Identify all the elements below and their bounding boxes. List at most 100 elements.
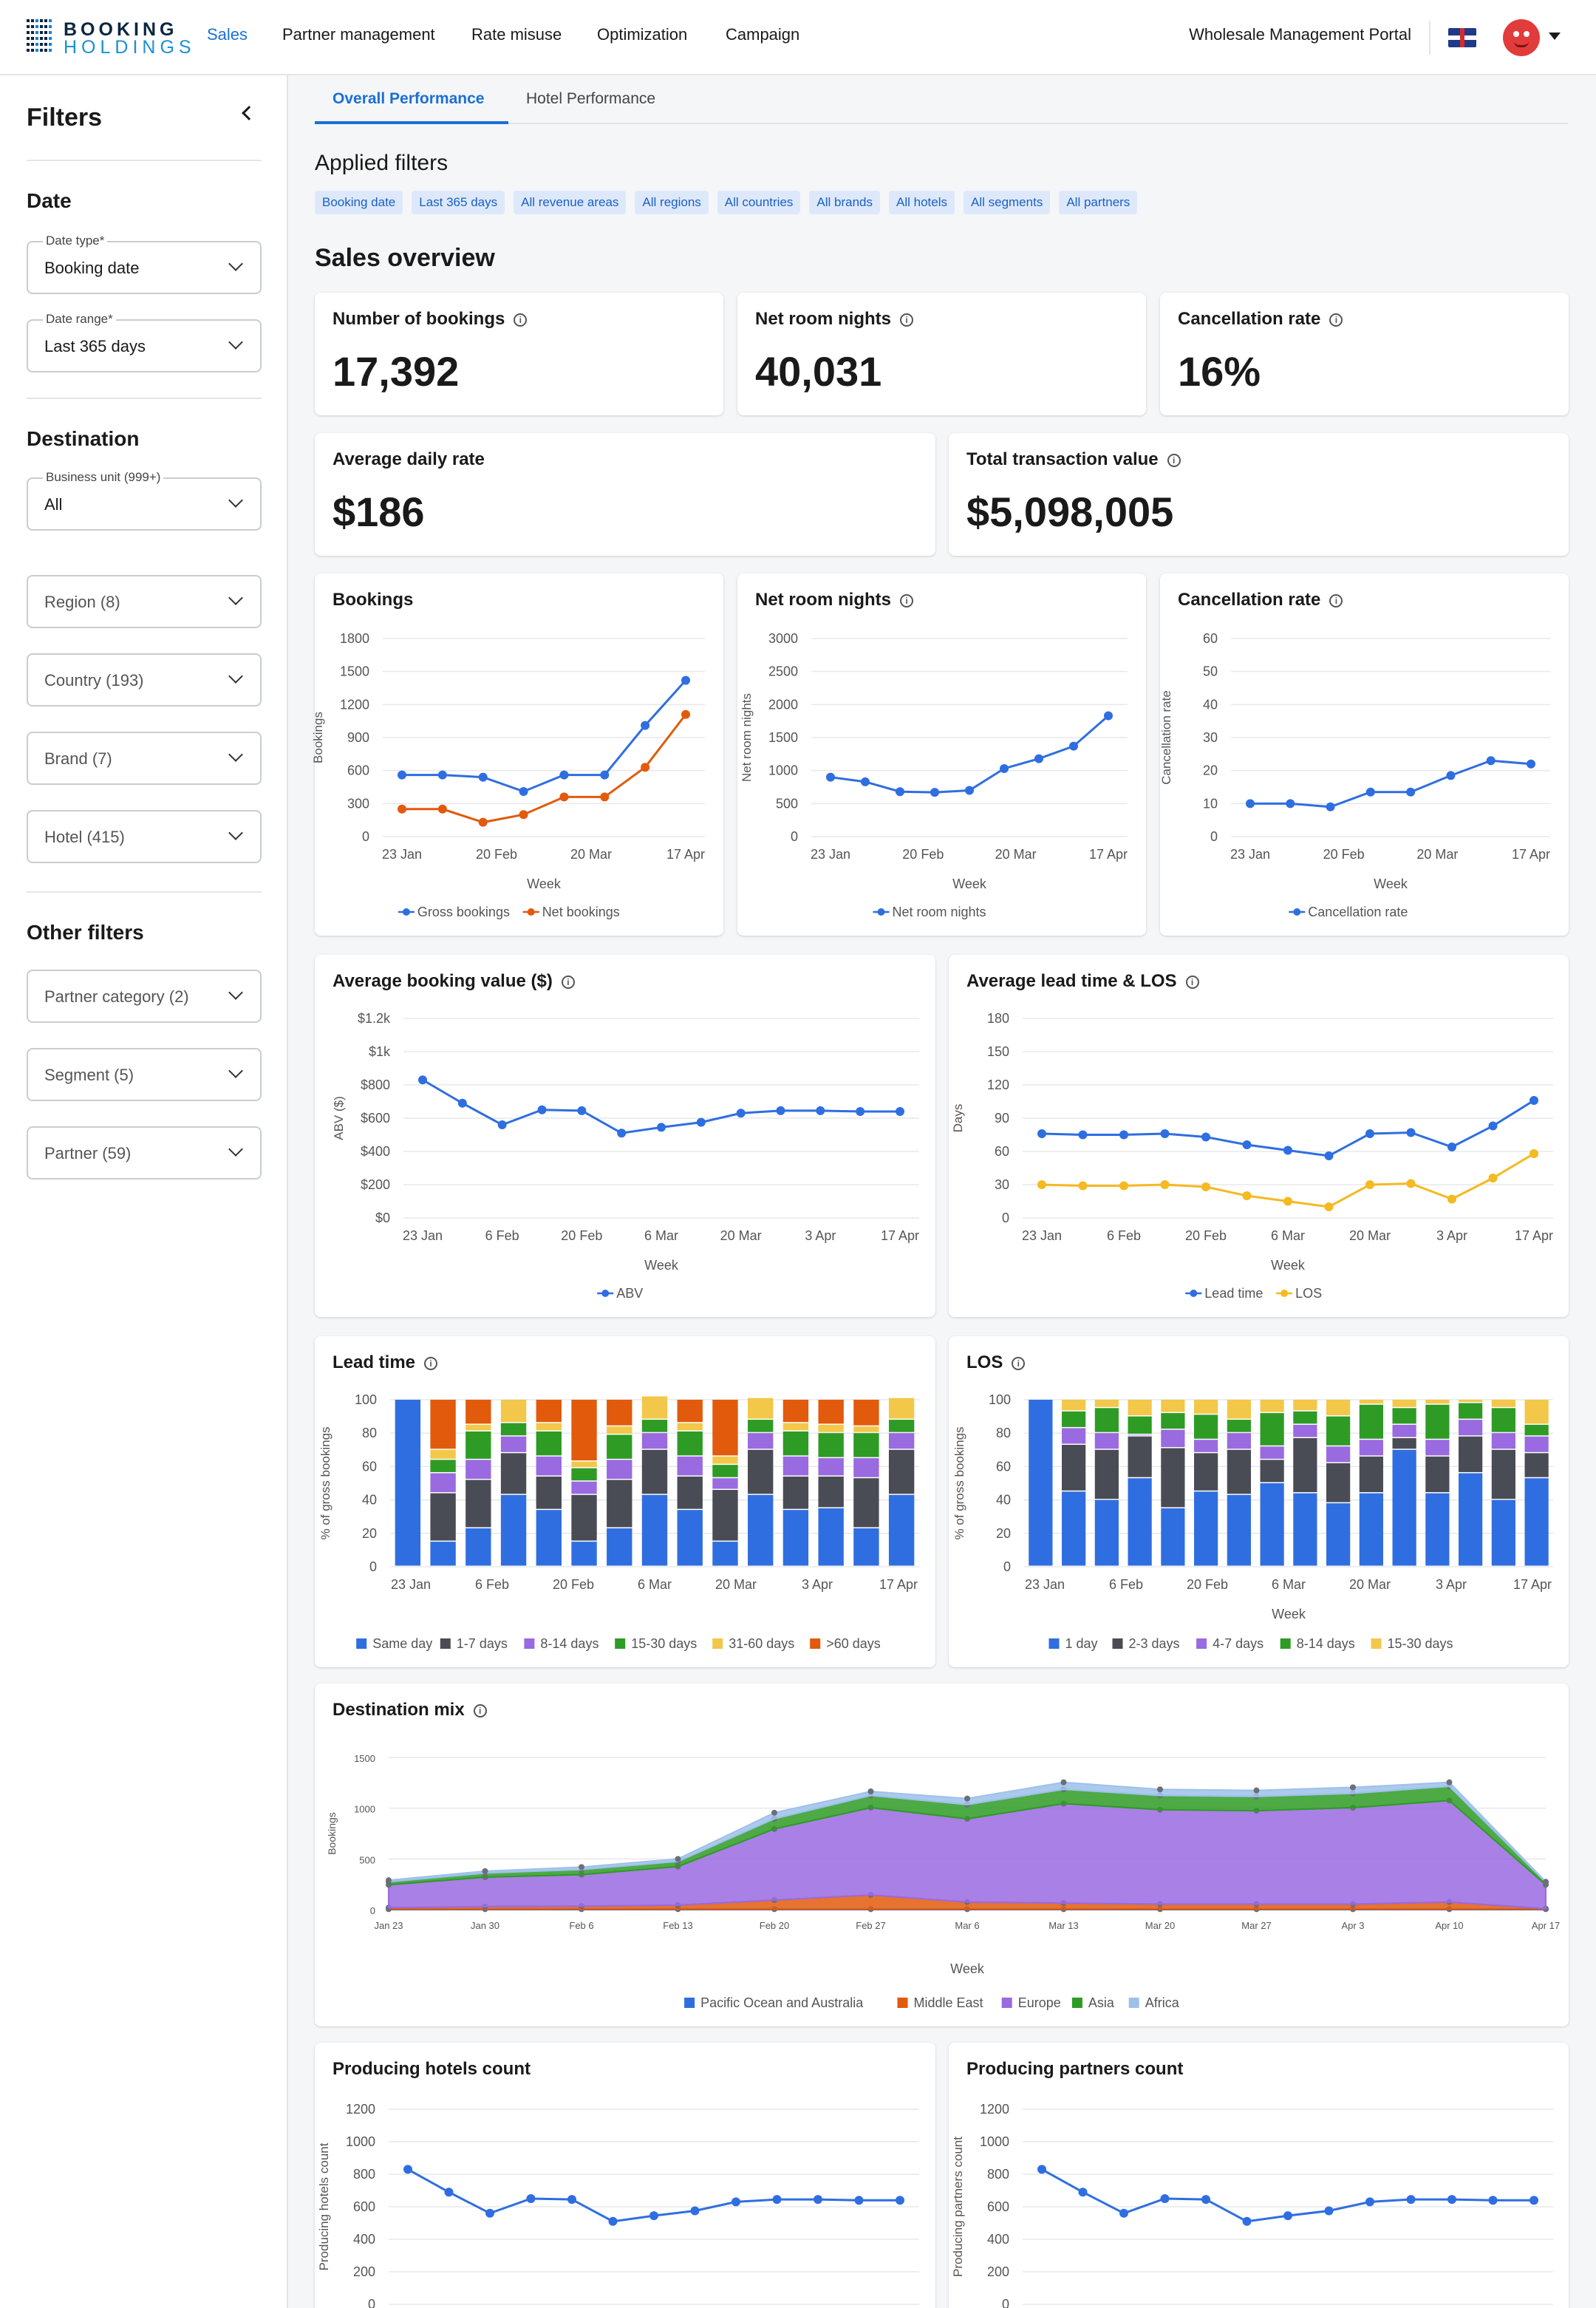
bar-segment[interactable] (571, 1468, 597, 1481)
data-point[interactable] (1119, 1181, 1128, 1191)
bar-segment[interactable] (1425, 1493, 1450, 1566)
bar-segment[interactable] (1392, 1449, 1416, 1566)
bar-segment[interactable] (1260, 1400, 1284, 1412)
data-point[interactable] (776, 1106, 785, 1115)
bar-segment[interactable] (641, 1396, 668, 1419)
filter-chip[interactable]: Last 365 days (412, 191, 505, 214)
filter-chip[interactable]: All countries (717, 191, 801, 214)
data-point[interactable] (1365, 2197, 1374, 2207)
data-point[interactable] (1160, 1129, 1170, 1138)
info-icon[interactable]: i (1167, 454, 1181, 467)
bar-segment[interactable] (1128, 1400, 1152, 1416)
data-point[interactable] (1283, 1196, 1292, 1206)
data-point[interactable] (1527, 759, 1535, 769)
data-point[interactable] (478, 817, 488, 827)
bar-segment[interactable] (1392, 1408, 1416, 1424)
bar-segment[interactable] (1326, 1416, 1351, 1446)
data-point[interactable] (675, 1856, 681, 1862)
data-point[interactable] (537, 1105, 547, 1114)
nav-optimization[interactable]: Optimization (597, 25, 688, 44)
data-point[interactable] (657, 1123, 666, 1132)
bar-segment[interactable] (466, 1460, 491, 1479)
data-point[interactable] (418, 1075, 427, 1085)
data-point[interactable] (617, 1129, 627, 1138)
data-point[interactable] (386, 1877, 392, 1884)
bar-segment[interactable] (853, 1426, 879, 1432)
data-point[interactable] (1078, 1181, 1088, 1191)
bar-segment[interactable] (466, 1431, 491, 1459)
data-point[interactable] (1530, 1149, 1538, 1158)
bar-segment[interactable] (641, 1494, 668, 1566)
bar-segment[interactable] (1094, 1499, 1119, 1566)
legend-item[interactable]: 1 day (1048, 1636, 1098, 1651)
bar-segment[interactable] (466, 1424, 491, 1431)
bar-segment[interactable] (853, 1400, 879, 1426)
info-icon[interactable]: i (424, 1357, 438, 1370)
info-icon[interactable]: i (561, 976, 575, 989)
data-point[interactable] (649, 2211, 658, 2221)
legend-item[interactable]: >60 days (810, 1636, 881, 1651)
bar-segment[interactable] (853, 1528, 879, 1566)
bar-segment[interactable] (607, 1400, 632, 1426)
legend-item[interactable]: Net room nights (873, 905, 986, 919)
bar-segment[interactable] (1094, 1400, 1119, 1407)
data-point[interactable] (600, 792, 610, 802)
bar-segment[interactable] (818, 1400, 844, 1424)
bar-segment[interactable] (1227, 1494, 1251, 1566)
bar-segment[interactable] (1194, 1400, 1218, 1414)
data-point[interactable] (1104, 711, 1113, 721)
legend-item[interactable]: 8-14 days (524, 1636, 598, 1651)
bar-segment[interactable] (1425, 1440, 1450, 1456)
filter-chip[interactable]: All partners (1059, 191, 1138, 214)
legend-item[interactable]: 15-30 days (615, 1636, 697, 1651)
bar-segment[interactable] (1293, 1411, 1317, 1424)
bar-segment[interactable] (1359, 1440, 1383, 1456)
data-point[interactable] (1034, 754, 1043, 763)
data-point[interactable] (1350, 1784, 1356, 1791)
data-point[interactable] (608, 2216, 618, 2226)
data-point[interactable] (681, 675, 690, 685)
data-point[interactable] (1242, 2216, 1252, 2226)
user-avatar[interactable] (1503, 19, 1540, 56)
bar-segment[interactable] (1227, 1420, 1251, 1432)
bar-segment[interactable] (1194, 1453, 1218, 1491)
bar-segment[interactable] (466, 1480, 491, 1528)
legend-item[interactable]: Asia (1071, 1995, 1115, 2010)
bar-segment[interactable] (818, 1508, 844, 1566)
bar-segment[interactable] (1094, 1449, 1119, 1499)
bar-segment[interactable] (466, 1528, 491, 1566)
data-point[interactable] (1486, 756, 1496, 766)
bar-segment[interactable] (712, 1542, 738, 1566)
legend-item[interactable]: 15-30 days (1371, 1636, 1453, 1651)
data-point[interactable] (1324, 1151, 1334, 1160)
bar-segment[interactable] (1094, 1433, 1119, 1449)
data-point[interactable] (1406, 1179, 1416, 1188)
data-point[interactable] (1530, 1096, 1538, 1105)
bar-segment[interactable] (1326, 1503, 1351, 1566)
bar-segment[interactable] (500, 1423, 527, 1436)
bar-segment[interactable] (500, 1494, 527, 1566)
bar-segment[interactable] (1260, 1413, 1284, 1446)
bar-segment[interactable] (818, 1424, 844, 1432)
filter-chip[interactable]: All segments (964, 191, 1051, 214)
bar-segment[interactable] (1491, 1408, 1515, 1432)
data-point[interactable] (526, 2194, 536, 2203)
bar-segment[interactable] (536, 1400, 562, 1423)
bar-segment[interactable] (677, 1456, 703, 1476)
bar-segment[interactable] (1459, 1400, 1483, 1403)
booking-holdings-logo[interactable]: BOOKING HOLDINGS (27, 19, 191, 58)
bar-segment[interactable] (1029, 1400, 1053, 1566)
bar-segment[interactable] (1524, 1478, 1549, 1566)
bar-segment[interactable] (1524, 1453, 1549, 1477)
bar-segment[interactable] (748, 1420, 774, 1432)
bar-segment[interactable] (466, 1400, 491, 1424)
bar-segment[interactable] (1425, 1404, 1450, 1439)
bar-segment[interactable] (1491, 1400, 1515, 1407)
filter-chip[interactable]: Booking date (315, 191, 403, 214)
data-point[interactable] (1446, 771, 1456, 780)
data-point[interactable] (1157, 1786, 1163, 1793)
data-point[interactable] (690, 2206, 700, 2216)
data-point[interactable] (1326, 802, 1335, 811)
bar-segment[interactable] (1293, 1400, 1317, 1411)
bar-segment[interactable] (1161, 1413, 1185, 1429)
